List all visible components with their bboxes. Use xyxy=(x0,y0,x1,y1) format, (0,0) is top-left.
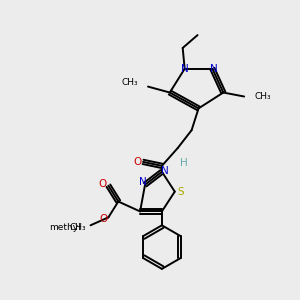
Text: H: H xyxy=(180,158,188,168)
Text: N: N xyxy=(181,64,189,74)
Text: N: N xyxy=(161,166,169,176)
Text: CH₃: CH₃ xyxy=(254,92,271,101)
Text: methyl: methyl xyxy=(49,223,81,232)
Text: S: S xyxy=(177,187,184,196)
Text: N: N xyxy=(209,64,217,74)
Text: O: O xyxy=(98,179,106,189)
Text: CH₃: CH₃ xyxy=(122,78,138,87)
Text: N: N xyxy=(139,177,147,187)
Text: O: O xyxy=(133,157,141,167)
Text: CH₃: CH₃ xyxy=(70,223,87,232)
Text: O: O xyxy=(99,214,108,224)
